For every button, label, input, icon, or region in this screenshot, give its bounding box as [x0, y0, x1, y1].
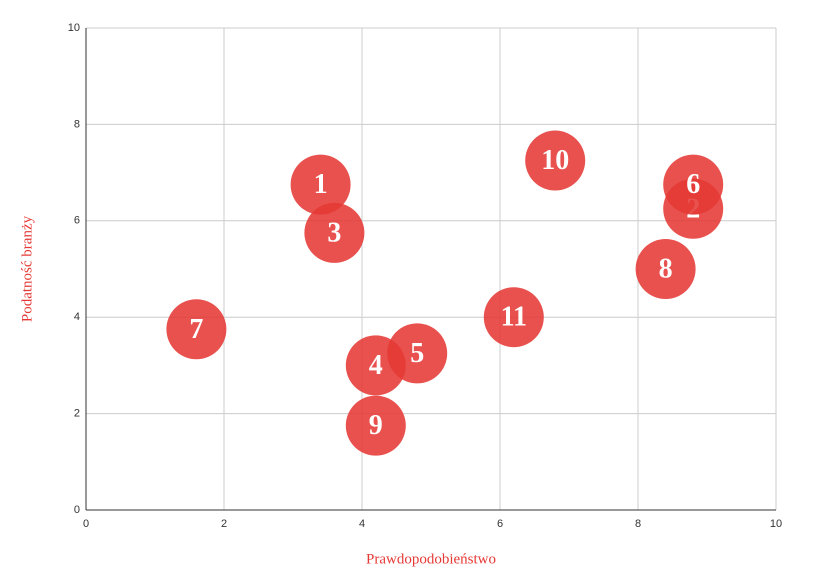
bubble-label: 11 [501, 302, 527, 333]
bubble-label: 3 [327, 217, 341, 248]
y-axis-title: Podatność branży [19, 215, 35, 322]
x-tick-label: 0 [83, 518, 89, 530]
bubble-label: 7 [189, 314, 203, 345]
x-tick-label: 2 [221, 518, 227, 530]
y-tick-label: 0 [74, 504, 80, 516]
bubble [345, 395, 406, 456]
x-tick-label: 4 [359, 518, 365, 530]
bubble [635, 239, 696, 299]
y-tick-label: 2 [74, 408, 80, 420]
bubble [525, 130, 586, 191]
bubble [290, 154, 351, 215]
bubble [663, 154, 724, 215]
bubble [483, 287, 544, 348]
bubble-label: 10 [541, 145, 569, 176]
bubble [166, 299, 227, 360]
y-tick-label: 4 [74, 311, 80, 323]
x-tick-label: 6 [497, 518, 503, 530]
bubble-label: 4 [369, 350, 383, 381]
bubble [304, 202, 365, 263]
x-tick-label: 10 [770, 518, 782, 530]
x-axis-title: Prawdopodobieństwo [366, 551, 496, 567]
bubble-label: 8 [659, 254, 673, 285]
x-tick-label: 8 [635, 518, 641, 530]
bubble-label: 9 [369, 410, 383, 441]
y-tick-label: 8 [74, 118, 80, 130]
y-tick-label: 6 [74, 215, 80, 227]
bubble-label: 5 [410, 338, 424, 369]
bubble-label: 6 [686, 169, 700, 200]
bubble-label: 1 [314, 169, 328, 200]
bubble [387, 323, 448, 384]
y-tick-label: 10 [68, 22, 80, 34]
